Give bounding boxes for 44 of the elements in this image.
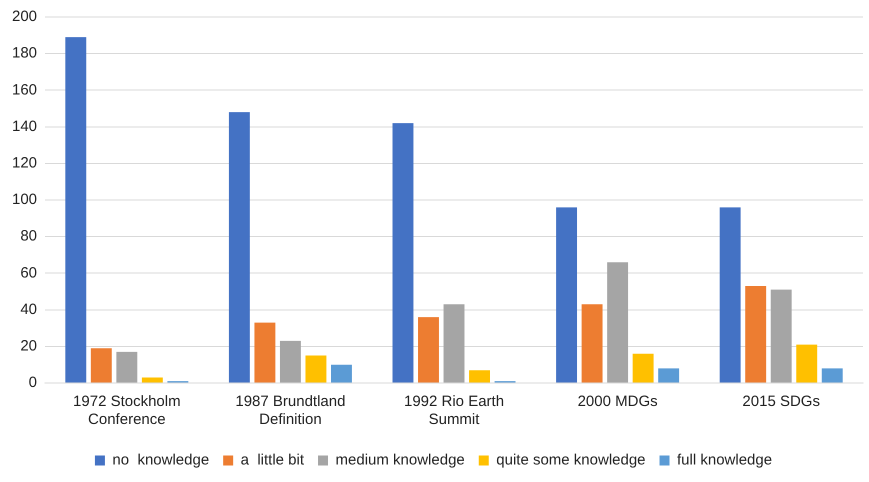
bar bbox=[116, 352, 138, 382]
bar bbox=[822, 368, 843, 382]
bar bbox=[65, 37, 86, 382]
bar bbox=[305, 356, 326, 382]
y-tick-label: 180 bbox=[12, 44, 38, 62]
y-tick-label: 140 bbox=[12, 118, 38, 135]
bar bbox=[770, 290, 792, 382]
bar bbox=[90, 348, 112, 382]
y-tick-label: 60 bbox=[20, 264, 38, 282]
bar bbox=[556, 207, 578, 382]
y-tick-label: 20 bbox=[20, 338, 38, 355]
bar bbox=[582, 304, 603, 382]
bar bbox=[280, 340, 301, 382]
bar bbox=[720, 207, 741, 382]
legend-label: a little bit bbox=[240, 452, 305, 469]
bar bbox=[142, 378, 163, 382]
bar bbox=[330, 364, 352, 382]
bar bbox=[607, 262, 628, 382]
y-tick-label: 0 bbox=[28, 374, 38, 392]
x-tick-label: 1972 Stockholm Conference bbox=[73, 393, 181, 428]
bar bbox=[469, 370, 490, 382]
bar bbox=[392, 123, 414, 382]
y-tick-label: 80 bbox=[20, 228, 38, 245]
bar bbox=[632, 354, 654, 382]
legend-label: full knowledge bbox=[677, 452, 772, 469]
bar bbox=[444, 304, 464, 382]
bar bbox=[418, 317, 439, 382]
y-tick-label: 100 bbox=[12, 191, 38, 208]
bar bbox=[745, 286, 766, 382]
bar bbox=[658, 368, 680, 382]
legend-label: quite some knowledge bbox=[496, 452, 646, 469]
legend-label: no knowledge bbox=[112, 452, 210, 469]
y-tick-label: 120 bbox=[12, 154, 38, 172]
y-tick-label: 200 bbox=[12, 8, 38, 26]
y-tick-label: 160 bbox=[12, 81, 38, 98]
y-tick-label: 40 bbox=[20, 300, 38, 318]
x-tick-label: 2000 MDGs bbox=[578, 393, 658, 410]
x-tick-label: 2015 SDGs bbox=[742, 393, 820, 410]
bar bbox=[254, 322, 276, 382]
bar bbox=[228, 112, 250, 382]
x-tick-label: 1992 Rio Earth Summit bbox=[404, 393, 504, 428]
legend-label: medium knowledge bbox=[336, 452, 465, 469]
bar bbox=[796, 344, 818, 382]
x-tick-label: 1987 Brundtland Definition bbox=[235, 393, 346, 428]
